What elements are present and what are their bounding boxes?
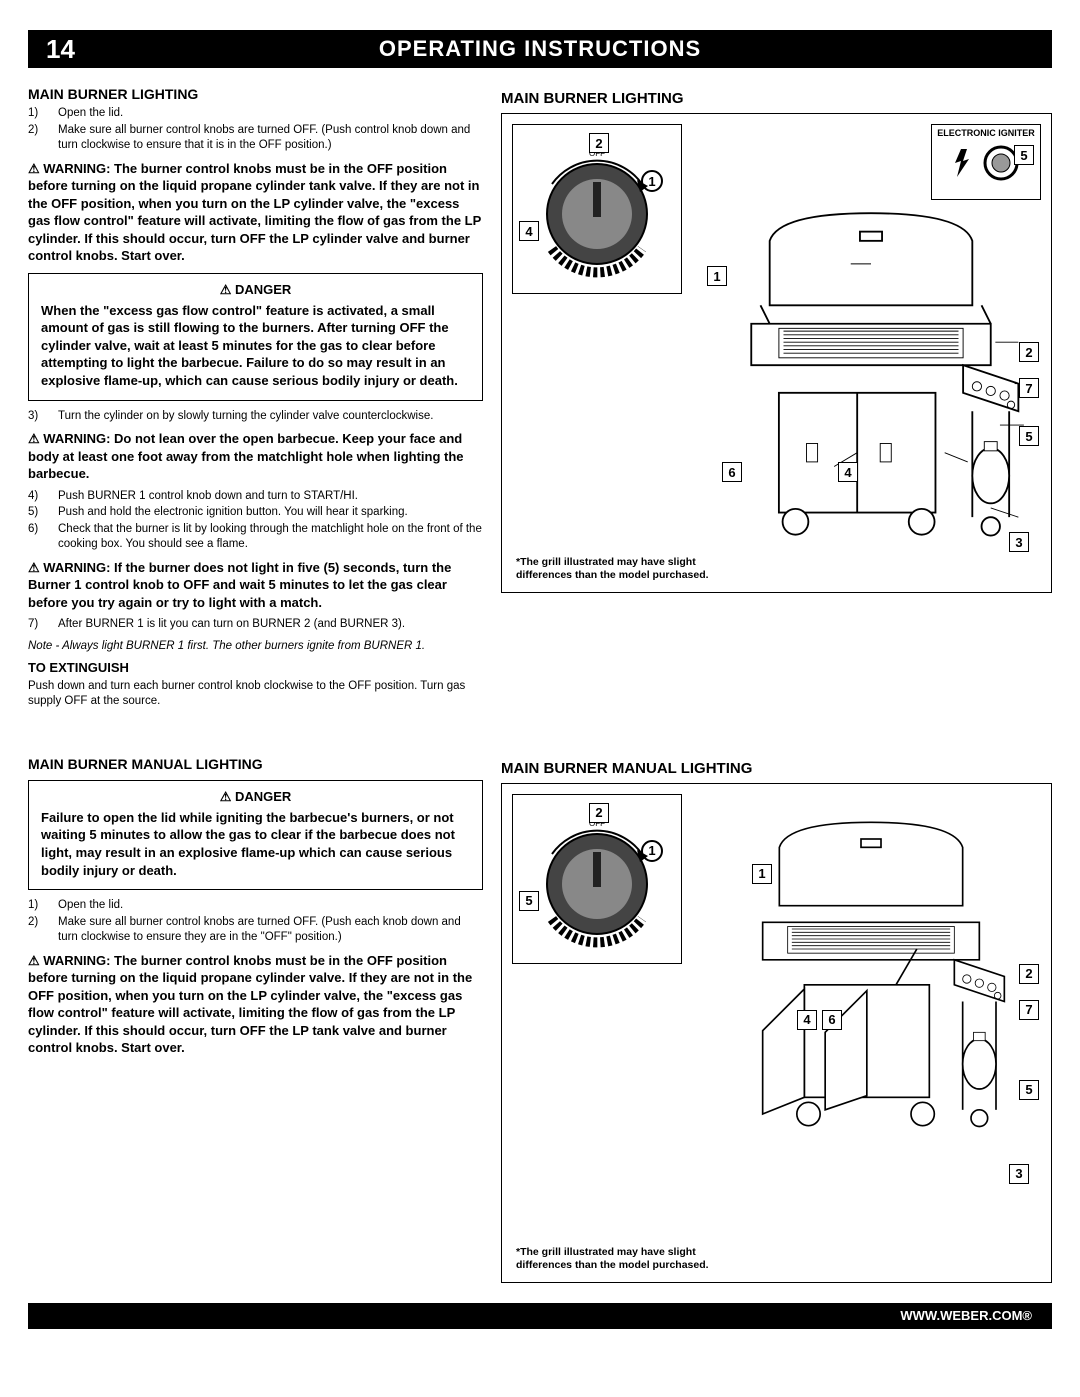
diagram2-box: OFF 2 5 1 bbox=[501, 783, 1052, 1283]
knob-callout-2: 2 bbox=[589, 133, 609, 153]
section1-danger-box: ⚠ DANGER When the "excess gas flow contr… bbox=[28, 273, 483, 401]
knob-callout-1-circle: 1 bbox=[641, 170, 663, 192]
d2-callout-1: 1 bbox=[752, 864, 772, 884]
extinguish-body: Push down and turn each burner control k… bbox=[28, 679, 483, 710]
footer-url: WWW.WEBER.COM® bbox=[900, 1308, 1032, 1323]
d2-callout-3: 3 bbox=[1009, 1164, 1029, 1184]
section1-steps-a: Open the lid. Make sure all burner contr… bbox=[28, 106, 483, 154]
d2-callout-4: 4 bbox=[797, 1010, 817, 1030]
d1-callout-5b: 5 bbox=[1019, 426, 1039, 446]
knob-callout-5: 5 bbox=[519, 891, 539, 911]
footer-bar: WWW.WEBER.COM® bbox=[28, 1303, 1052, 1329]
knob-icon: OFF bbox=[522, 134, 672, 284]
extinguish-head: To Extinguish bbox=[28, 660, 483, 675]
section1-steps-d: After BURNER 1 is lit you can turn on BU… bbox=[28, 617, 483, 633]
section1-warning3: ⚠ WARNING: If the burner does not light … bbox=[28, 559, 483, 612]
step: Open the lid. bbox=[28, 898, 483, 914]
step: Open the lid. bbox=[28, 106, 483, 122]
step: After BURNER 1 is lit you can turn on BU… bbox=[28, 617, 483, 633]
knob-inset: OFF 2 5 1 bbox=[512, 794, 682, 964]
d1-callout-1: 1 bbox=[707, 266, 727, 286]
d1-callout-6: 6 bbox=[722, 462, 742, 482]
d1-callout-7: 7 bbox=[1019, 378, 1039, 398]
d2-callout-7: 7 bbox=[1019, 1000, 1039, 1020]
section1-steps-c: Push BURNER 1 control knob down and turn… bbox=[28, 489, 483, 553]
section2-steps: Open the lid. Make sure all burner contr… bbox=[28, 898, 483, 946]
d1-callout-4: 4 bbox=[838, 462, 858, 482]
step: Push BURNER 1 control knob down and turn… bbox=[28, 489, 483, 505]
section2-danger-box: ⚠ DANGER Failure to open the lid while i… bbox=[28, 780, 483, 890]
left-column-lower: MAIN BURNER MANUAL LIGHTING ⚠ DANGER Fai… bbox=[28, 750, 483, 1283]
knob-callout-4: 4 bbox=[519, 221, 539, 241]
diagram1-heading: MAIN BURNER LIGHTING bbox=[501, 90, 1052, 107]
right-column-lower: MAIN BURNER MANUAL LIGHTING OFF 2 5 1 bbox=[501, 750, 1052, 1283]
diagram1-box: OFF 2 4 1 ELECTRONIC IGNITER 5 bbox=[501, 113, 1052, 593]
step: Check that the burner is lit by looking … bbox=[28, 522, 483, 553]
page-title: OPERATING INSTRUCTIONS bbox=[98, 36, 1052, 62]
section2-warning: ⚠ WARNING: The burner control knobs must… bbox=[28, 952, 483, 1057]
step: Make sure all burner control knobs are t… bbox=[28, 123, 483, 154]
diagram2-heading: MAIN BURNER MANUAL LIGHTING bbox=[501, 760, 1052, 777]
step: Turn the cylinder on by slowly turning t… bbox=[28, 409, 483, 425]
igniter-callout-5: 5 bbox=[1014, 145, 1034, 165]
section1-warning2: ⚠ WARNING: Do not lean over the open bar… bbox=[28, 430, 483, 483]
danger-head: ⚠ DANGER bbox=[41, 282, 470, 298]
header-bar: 14 OPERATING INSTRUCTIONS bbox=[28, 30, 1052, 68]
step: Push and hold the electronic ignition bu… bbox=[28, 505, 483, 521]
section1-heading: MAIN BURNER LIGHTING bbox=[28, 86, 483, 102]
igniter-inset: ELECTRONIC IGNITER 5 bbox=[931, 124, 1041, 200]
d2-callout-6: 6 bbox=[822, 1010, 842, 1030]
igniter-label: ELECTRONIC IGNITER bbox=[932, 129, 1040, 139]
d2-callout-5b: 5 bbox=[1019, 1080, 1039, 1100]
danger-body: Failure to open the lid while igniting t… bbox=[41, 809, 470, 879]
d1-footnote: *The grill illustrated may have slight d… bbox=[516, 556, 726, 582]
knob-icon: OFF bbox=[522, 804, 672, 954]
d1-callout-3: 3 bbox=[1009, 532, 1029, 552]
d1-callout-2: 2 bbox=[1019, 342, 1039, 362]
right-column-upper: MAIN BURNER LIGHTING OFF 2 4 1 ELE bbox=[501, 80, 1052, 714]
d2-callout-2: 2 bbox=[1019, 964, 1039, 984]
knob-inset: OFF 2 4 1 bbox=[512, 124, 682, 294]
danger-body: When the "excess gas flow control" featu… bbox=[41, 302, 470, 390]
knob-callout-1-circle: 1 bbox=[641, 840, 663, 862]
left-column-upper: MAIN BURNER LIGHTING Open the lid. Make … bbox=[28, 80, 483, 714]
section1-warning1: ⚠ WARNING: The burner control knobs must… bbox=[28, 160, 483, 265]
knob-callout-2: 2 bbox=[589, 803, 609, 823]
danger-head: ⚠ DANGER bbox=[41, 789, 470, 805]
step: Make sure all burner control knobs are t… bbox=[28, 915, 483, 946]
section1-steps-b: Turn the cylinder on by slowly turning t… bbox=[28, 409, 483, 425]
section1-note: Note - Always light BURNER 1 first. The … bbox=[28, 639, 483, 654]
d2-footnote: *The grill illustrated may have slight d… bbox=[516, 1246, 726, 1272]
grill-icon bbox=[701, 204, 1041, 554]
section2-heading: MAIN BURNER MANUAL LIGHTING bbox=[28, 756, 483, 772]
page-number: 14 bbox=[28, 34, 98, 65]
